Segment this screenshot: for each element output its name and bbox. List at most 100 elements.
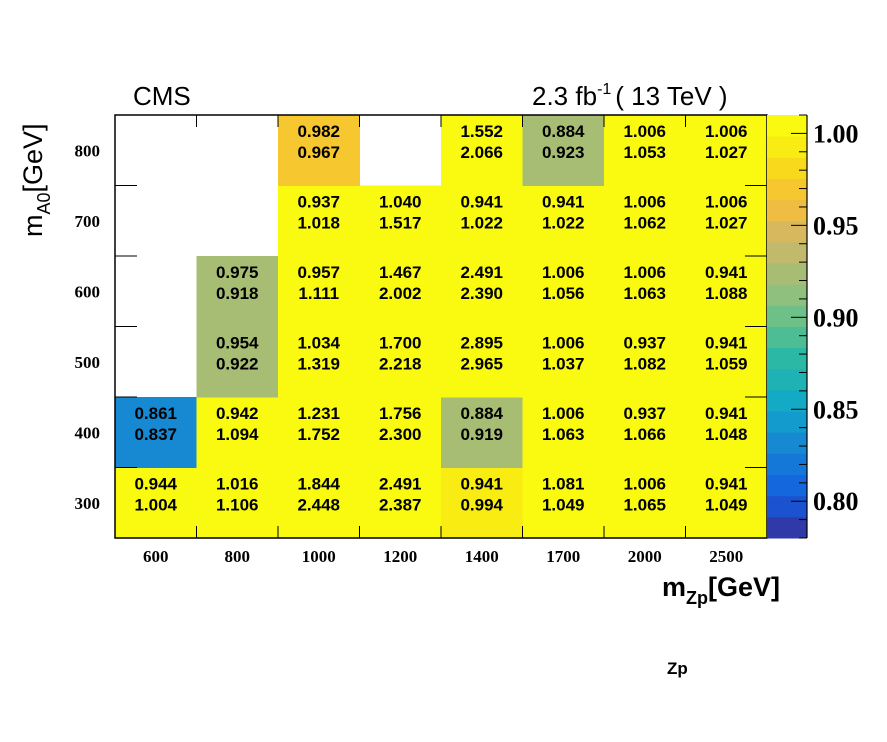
cell-value-top: 1.006 xyxy=(542,263,585,282)
x-tick-label: 1000 xyxy=(302,547,336,566)
colorbar-tick-label: 0.85 xyxy=(813,395,859,424)
cell-value-top: 1.844 xyxy=(297,475,340,494)
heatmap-cell xyxy=(441,397,523,468)
heatmap-cell xyxy=(685,115,768,186)
cell-value-top: 0.941 xyxy=(705,404,748,423)
heatmap-cell xyxy=(278,326,360,398)
heatmap-cell xyxy=(685,467,768,539)
cell-value-bottom: 1.111 xyxy=(298,284,339,303)
colorbar-segment xyxy=(767,263,807,285)
colorbar-segment xyxy=(767,178,807,201)
cell-value-top: 0.937 xyxy=(623,334,666,353)
x-tick-label: 600 xyxy=(143,547,169,566)
heatmap-cell xyxy=(604,115,686,186)
colorbar-tick-label: 0.90 xyxy=(813,303,859,332)
cell-value-bottom: 0.918 xyxy=(216,284,259,303)
cell-value-top: 0.937 xyxy=(623,404,666,423)
heatmap-cell xyxy=(278,397,360,468)
cell-value-bottom: 1.106 xyxy=(216,496,259,515)
lumi-exponent: -1 xyxy=(597,81,611,98)
cell-value-bottom: 1.088 xyxy=(705,284,748,303)
cell-value-bottom: 1.059 xyxy=(705,355,748,374)
colorbar-tick-label: 1.00 xyxy=(813,119,859,148)
colorbar-segment xyxy=(767,347,807,370)
cell-value-bottom: 1.027 xyxy=(705,214,748,233)
colorbar-segment xyxy=(767,220,807,243)
x-tick-label: 2500 xyxy=(709,547,743,566)
cell-value-top: 0.884 xyxy=(460,404,503,423)
heatmap-cell xyxy=(522,467,605,539)
colorbar-segment xyxy=(767,411,807,433)
x-tick-label: 1200 xyxy=(383,547,417,566)
cell-value-bottom: 2.066 xyxy=(460,143,503,162)
cell-value-bottom: 0.923 xyxy=(542,143,585,162)
colorbar-segment xyxy=(767,284,807,306)
cell-value-bottom: 2.002 xyxy=(379,284,422,303)
y-tick-label: 800 xyxy=(75,141,101,160)
cell-value-bottom: 1.027 xyxy=(705,143,748,162)
cell-value-top: 1.231 xyxy=(297,404,340,423)
cell-value-top: 2.491 xyxy=(460,263,503,282)
heatmap-cell xyxy=(685,326,768,398)
cell-value-top: 1.006 xyxy=(542,404,585,423)
heatmap-cell xyxy=(359,467,442,539)
colorbar-segment xyxy=(767,495,807,518)
heatmap-cell xyxy=(522,256,605,327)
cell-value-bottom: 2.390 xyxy=(460,284,503,303)
lumi-label: 2.3 fb-1( 13 TeV ) xyxy=(532,81,728,111)
colorbar-segment xyxy=(767,241,807,264)
cell-value-bottom: 1.022 xyxy=(542,214,585,233)
x-tick-label: 1700 xyxy=(546,547,580,566)
cell-value-top: 1.700 xyxy=(379,334,422,353)
heatmap-cell-labels: 0.944 1.004 1.016 1.106 1.844 2.448 2.491 2.387… xyxy=(134,122,747,515)
colorbar-segment xyxy=(767,199,807,222)
cell-value-bottom: 1.018 xyxy=(297,214,340,233)
cell-value-top: 2.491 xyxy=(379,475,422,494)
cell-value-bottom: 1.063 xyxy=(542,425,585,444)
cell-value-bottom: 1.062 xyxy=(623,214,666,233)
cell-value-top: 1.006 xyxy=(623,193,666,212)
cell-value-top: 1.467 xyxy=(379,263,422,282)
cell-value-top: 1.006 xyxy=(623,122,666,141)
heatmap-cell xyxy=(359,185,442,257)
colorbar-segment xyxy=(767,115,807,137)
cell-value-top: 1.006 xyxy=(542,334,585,353)
x-tick-label: 800 xyxy=(225,547,251,566)
cell-value-top: 1.006 xyxy=(623,263,666,282)
heatmap-cell xyxy=(278,115,360,186)
cell-value-top: 0.941 xyxy=(705,475,748,494)
cell-value-bottom: 2.387 xyxy=(379,496,422,515)
cell-value-bottom: 2.300 xyxy=(379,425,422,444)
cell-value-top: 1.552 xyxy=(460,122,503,141)
heatmap-cell xyxy=(685,397,768,468)
heatmap-cell xyxy=(441,467,523,539)
x-axis-title: mZp[GeV] xyxy=(662,572,780,608)
heatmap-cell xyxy=(115,467,197,539)
heatmap-cell xyxy=(441,256,523,327)
cell-value-top: 0.975 xyxy=(216,263,259,282)
x-axis-ticks: 600 800 1000 1200 1400 1700 2000 2500 xyxy=(143,115,743,566)
cell-value-bottom: 1.517 xyxy=(379,214,422,233)
heatmap-cell xyxy=(685,256,768,327)
heatmap-cell xyxy=(522,115,605,186)
cell-value-bottom: 1.065 xyxy=(623,496,666,515)
heatmap-cell xyxy=(441,115,523,186)
cell-value-top: 0.941 xyxy=(460,193,503,212)
heatmap-cell xyxy=(604,256,686,327)
x-tick-label: 2000 xyxy=(628,547,662,566)
cell-value-bottom: 0.922 xyxy=(216,355,259,374)
x-tick-label: 1400 xyxy=(465,547,499,566)
colorbar-tick-label: 0.95 xyxy=(813,211,859,240)
heatmap-cell xyxy=(441,185,523,257)
cell-value-bottom: 0.967 xyxy=(297,143,340,162)
cell-value-bottom: 1.037 xyxy=(542,355,585,374)
cell-value-top: 0.861 xyxy=(134,404,177,423)
cell-value-bottom: 1.049 xyxy=(705,496,748,515)
cell-value-bottom: 1.048 xyxy=(705,425,748,444)
colorbar-segment xyxy=(767,474,807,497)
cell-value-bottom: 1.053 xyxy=(623,143,666,162)
y-tick-label: 600 xyxy=(75,282,101,301)
cell-value-bottom: 1.049 xyxy=(542,496,585,515)
heatmap-cell xyxy=(278,185,360,257)
cell-value-bottom: 1.022 xyxy=(460,214,503,233)
